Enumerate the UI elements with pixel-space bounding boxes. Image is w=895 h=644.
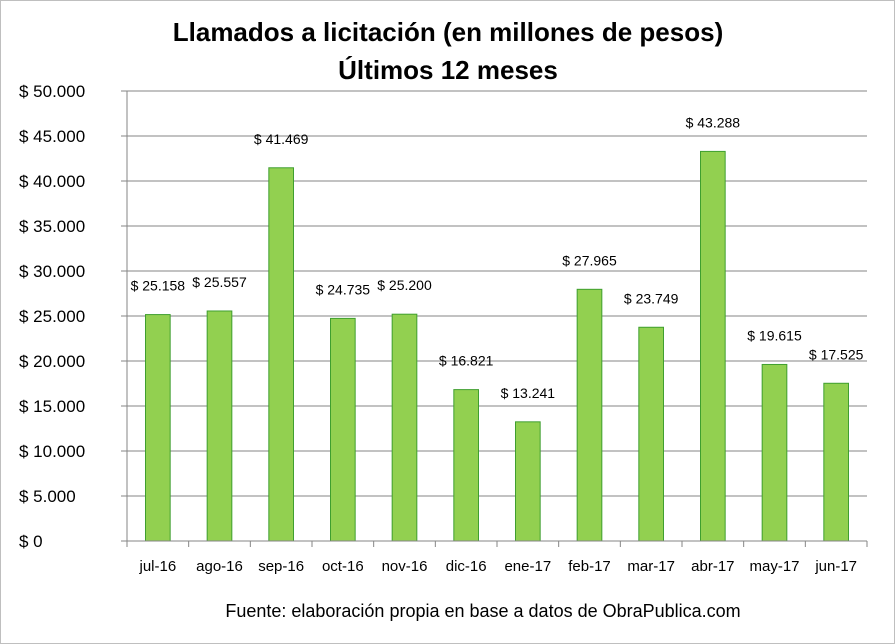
bar-abr-17	[700, 150, 726, 542]
data-label: $ 23.749	[624, 290, 679, 306]
y-axis-ticks: $ 0 $ 5.000 $ 10.000 $ 15.000 $ 20.000 $ 25.0…	[19, 82, 127, 551]
x-tick-label: feb-17	[568, 558, 611, 575]
x-tick-label: ago-16	[196, 558, 243, 575]
bar-ago-16	[206, 310, 233, 542]
chart-subtitle: Últimos 12 meses	[338, 55, 558, 85]
y-tick-label: $ 15.000	[19, 397, 85, 416]
source-note: Fuente: elaboración propia en base a dat…	[225, 601, 740, 621]
x-tick-label: ene-17	[504, 558, 551, 575]
y-tick-label: $ 0	[19, 532, 43, 551]
bars	[145, 150, 849, 542]
x-tick-label: nov-16	[382, 558, 428, 575]
y-tick-label: $ 35.000	[19, 217, 85, 236]
y-tick-label: $ 30.000	[19, 262, 85, 281]
gridlines	[127, 90, 867, 497]
x-tick-label: abr-17	[691, 558, 734, 575]
x-tick-label: sep-16	[258, 558, 304, 575]
data-label: $ 27.965	[562, 252, 617, 268]
data-labels: $ 25.158 $ 25.557 $ 41.469 $ 24.735 $ 25.200…	[131, 114, 864, 400]
x-tick-label: oct-16	[322, 558, 364, 575]
data-label: $ 41.469	[254, 131, 309, 147]
x-tick-label: mar-17	[627, 558, 675, 575]
x-tick-label: dic-16	[446, 558, 487, 575]
y-tick-label: $ 25.000	[19, 307, 85, 326]
data-label: $ 17.525	[809, 346, 864, 362]
y-tick-label: $ 5.000	[19, 487, 76, 506]
bar-feb-17	[576, 288, 603, 542]
bar-may-17	[761, 363, 788, 542]
y-tick-label: $ 40.000	[19, 172, 85, 191]
x-axis-ticks: jul-16 ago-16 sep-16 oct-16 nov-16 dic-16 ene-…	[126, 541, 868, 575]
bar-mar-17	[638, 326, 664, 542]
bar-dic-16	[453, 389, 480, 542]
bar-ene-17	[515, 421, 541, 542]
data-label: $ 24.735	[316, 281, 371, 297]
bar-sep-16	[268, 167, 295, 542]
y-tick-label: $ 50.000	[19, 82, 85, 101]
y-tick-label: $ 45.000	[19, 127, 85, 146]
data-label: $ 25.557	[192, 274, 247, 290]
data-label: $ 43.288	[686, 114, 741, 130]
bar-nov-16	[391, 313, 418, 542]
data-label: $ 13.241	[501, 385, 556, 401]
data-label: $ 16.821	[439, 353, 494, 369]
bar-jul-16	[145, 314, 171, 542]
chart-title: Llamados a licitación (en millones de pe…	[173, 17, 723, 47]
y-tick-label: $ 10.000	[19, 442, 85, 461]
x-tick-label: jul-16	[138, 558, 176, 575]
bar-jun-17	[823, 382, 849, 542]
y-tick-label: $ 20.000	[19, 352, 85, 371]
data-label: $ 25.200	[377, 277, 432, 293]
x-tick-label: jun-17	[814, 558, 857, 575]
data-label: $ 25.158	[131, 278, 186, 294]
data-label: $ 19.615	[747, 327, 802, 343]
bar-oct-16	[330, 317, 356, 542]
x-tick-label: may-17	[749, 558, 799, 575]
